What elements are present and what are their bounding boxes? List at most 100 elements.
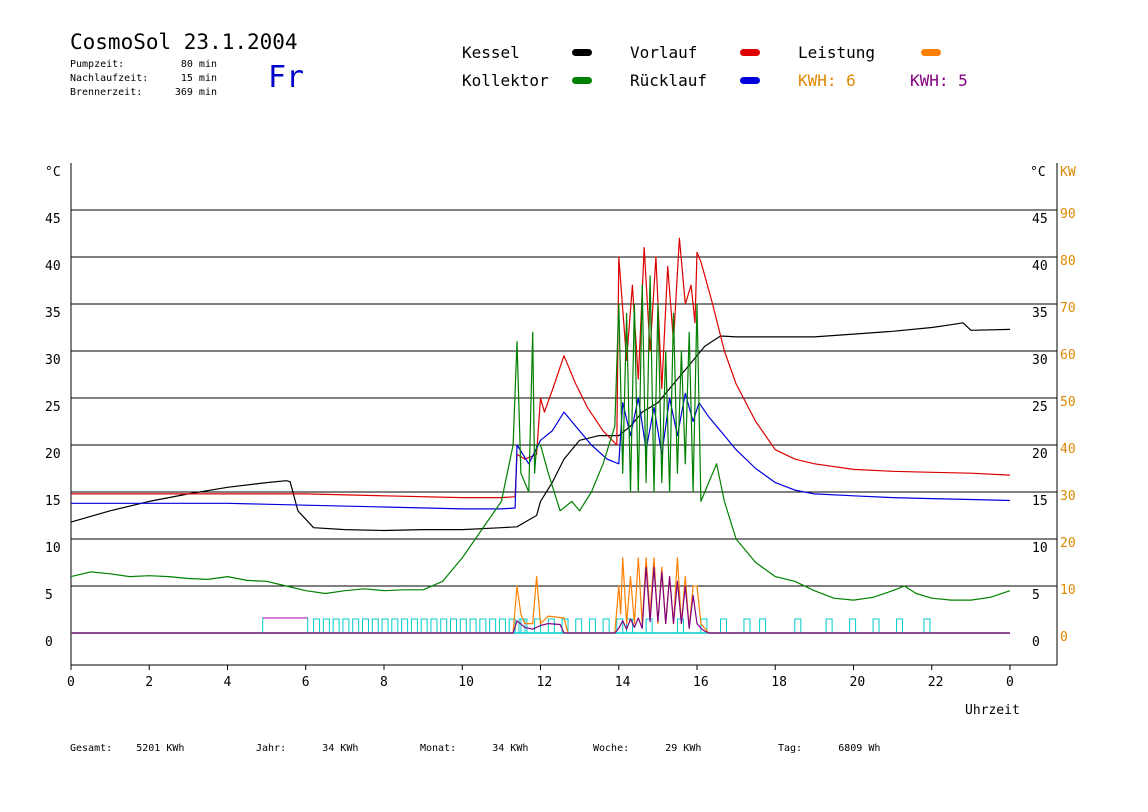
x-tick-label: 0 xyxy=(1006,675,1014,690)
footer-tag: Tag: 6809 Wh xyxy=(778,743,881,754)
pump-cycle xyxy=(450,618,458,634)
footer-woche: Woche: 29 KWh xyxy=(593,743,702,754)
pump-cycle xyxy=(849,618,857,634)
pump-cycle xyxy=(794,618,802,634)
y-tick-label-right: 15 xyxy=(1032,494,1048,509)
page-title: CosmoSol 23.1.2004 xyxy=(70,30,298,54)
stat-label: Pumpzeit: xyxy=(70,59,125,70)
footer-gesamt: Gesamt: 5201 KWh xyxy=(70,743,185,754)
y-tick-label-left: 20 xyxy=(45,447,61,462)
pump-cycle xyxy=(547,618,555,634)
pump-cycle xyxy=(872,618,880,634)
x-tick-label: 4 xyxy=(224,675,232,690)
stat-label: Nachlaufzeit: xyxy=(70,73,149,84)
pump-cycle xyxy=(401,618,409,634)
pump-cycle xyxy=(469,618,477,634)
footer-jahr: Jahr: 34 KWh xyxy=(256,743,359,754)
power-tick-label: 80 xyxy=(1060,254,1076,269)
stat-value: 15 min xyxy=(180,73,217,84)
pump-cycle xyxy=(313,618,321,634)
pump-cycle xyxy=(743,618,751,634)
pump-cycle xyxy=(420,618,428,634)
x-tick-label: 10 xyxy=(458,675,474,690)
legend-label-kollektor: Kollektor xyxy=(462,71,549,90)
x-tick-label: 2 xyxy=(145,675,153,690)
x-tick-label: 0 xyxy=(67,675,75,690)
legend-swatch-kollektor xyxy=(572,77,592,84)
stat-value: 80 min xyxy=(180,59,217,70)
pump-cycle xyxy=(391,618,399,634)
pump-cycle xyxy=(676,618,684,634)
pump-cycle xyxy=(588,618,596,634)
pump-cycle xyxy=(825,618,833,634)
pump-cycle xyxy=(616,618,624,634)
x-tick-label: 16 xyxy=(693,675,709,690)
pump-cycle xyxy=(322,618,330,634)
pump-cycle xyxy=(410,618,418,634)
x-tick-label: 8 xyxy=(380,675,388,690)
x-tick-label: 18 xyxy=(771,675,787,690)
y-axis-unit-left: °C xyxy=(45,165,61,180)
x-axis-label: Uhrzeit xyxy=(965,703,1020,718)
y-tick-label-right: 10 xyxy=(1032,541,1048,556)
pump-cycle xyxy=(371,618,379,634)
legend-label-kessel: Kessel xyxy=(462,43,520,62)
y-tick-label-right: 40 xyxy=(1032,259,1048,274)
power-tick-label: 30 xyxy=(1060,489,1076,504)
legend-swatch-kessel xyxy=(572,49,592,56)
series-line-ruecklauf xyxy=(71,392,1011,510)
pump-cycle xyxy=(342,618,350,634)
power-tick-label: 60 xyxy=(1060,348,1076,363)
pump-cycle xyxy=(332,618,340,634)
pump-cycle xyxy=(498,618,506,634)
pump-block xyxy=(262,617,309,634)
pump-cycle xyxy=(430,618,438,634)
pump-cycle xyxy=(520,618,528,634)
pump-cycle xyxy=(602,618,610,634)
pump-cycle xyxy=(719,618,727,634)
pump-cycle xyxy=(759,618,767,634)
power-tick-label: 0 xyxy=(1060,630,1068,645)
pump-cycle xyxy=(896,618,904,634)
y-tick-label-right: 45 xyxy=(1032,212,1048,227)
pump-cycle xyxy=(575,618,583,634)
pump-cycle xyxy=(923,618,931,634)
pump-cycle xyxy=(479,618,487,634)
series-line-kwh2 xyxy=(71,566,1010,634)
y-tick-label-left: 10 xyxy=(45,541,61,556)
legend-swatch-ruecklauf xyxy=(740,77,760,84)
y-tick-label-left: 30 xyxy=(45,353,61,368)
pump-cycle xyxy=(626,618,634,634)
y-tick-label-left: 35 xyxy=(45,306,61,321)
power-tick-label: 40 xyxy=(1060,442,1076,457)
kwh-total-2: KWH: 5 xyxy=(910,71,968,90)
stat-label: Brennerzeit: xyxy=(70,87,143,98)
x-tick-label: 6 xyxy=(302,675,310,690)
y-tick-label-right: 20 xyxy=(1032,447,1048,462)
y-tick-label-left: 25 xyxy=(45,400,61,415)
power-tick-label: 90 xyxy=(1060,207,1076,222)
series-line-kollektor xyxy=(70,275,1011,601)
pump-cycle xyxy=(459,618,467,634)
series-line-kessel xyxy=(70,322,1011,532)
pump-cycle xyxy=(489,618,497,634)
x-tick-label: 12 xyxy=(537,675,553,690)
power-tick-label: 50 xyxy=(1060,395,1076,410)
y-axis-unit-power: KW xyxy=(1060,165,1076,180)
series-line-vorlauf xyxy=(71,237,1011,499)
y-tick-label-left: 5 xyxy=(45,588,53,603)
y-tick-label-right: 30 xyxy=(1032,353,1048,368)
y-tick-label-right: 5 xyxy=(1032,588,1040,603)
x-tick-label: 14 xyxy=(615,675,631,690)
y-tick-label-right: 25 xyxy=(1032,400,1048,415)
kwh-total-1: KWH: 6 xyxy=(798,71,856,90)
power-tick-label: 10 xyxy=(1060,583,1076,598)
legend-swatch-vorlauf xyxy=(740,49,760,56)
header-stats: Pumpzeit: 80 min Nachlaufzeit: 15 min Bren… xyxy=(70,58,217,100)
power-tick-label: 70 xyxy=(1060,301,1076,316)
legend-label-ruecklauf: Rücklauf xyxy=(630,71,708,90)
x-tick-label: 20 xyxy=(850,675,866,690)
weekday-label: Fr xyxy=(268,60,305,95)
y-tick-label-left: 0 xyxy=(45,635,53,650)
